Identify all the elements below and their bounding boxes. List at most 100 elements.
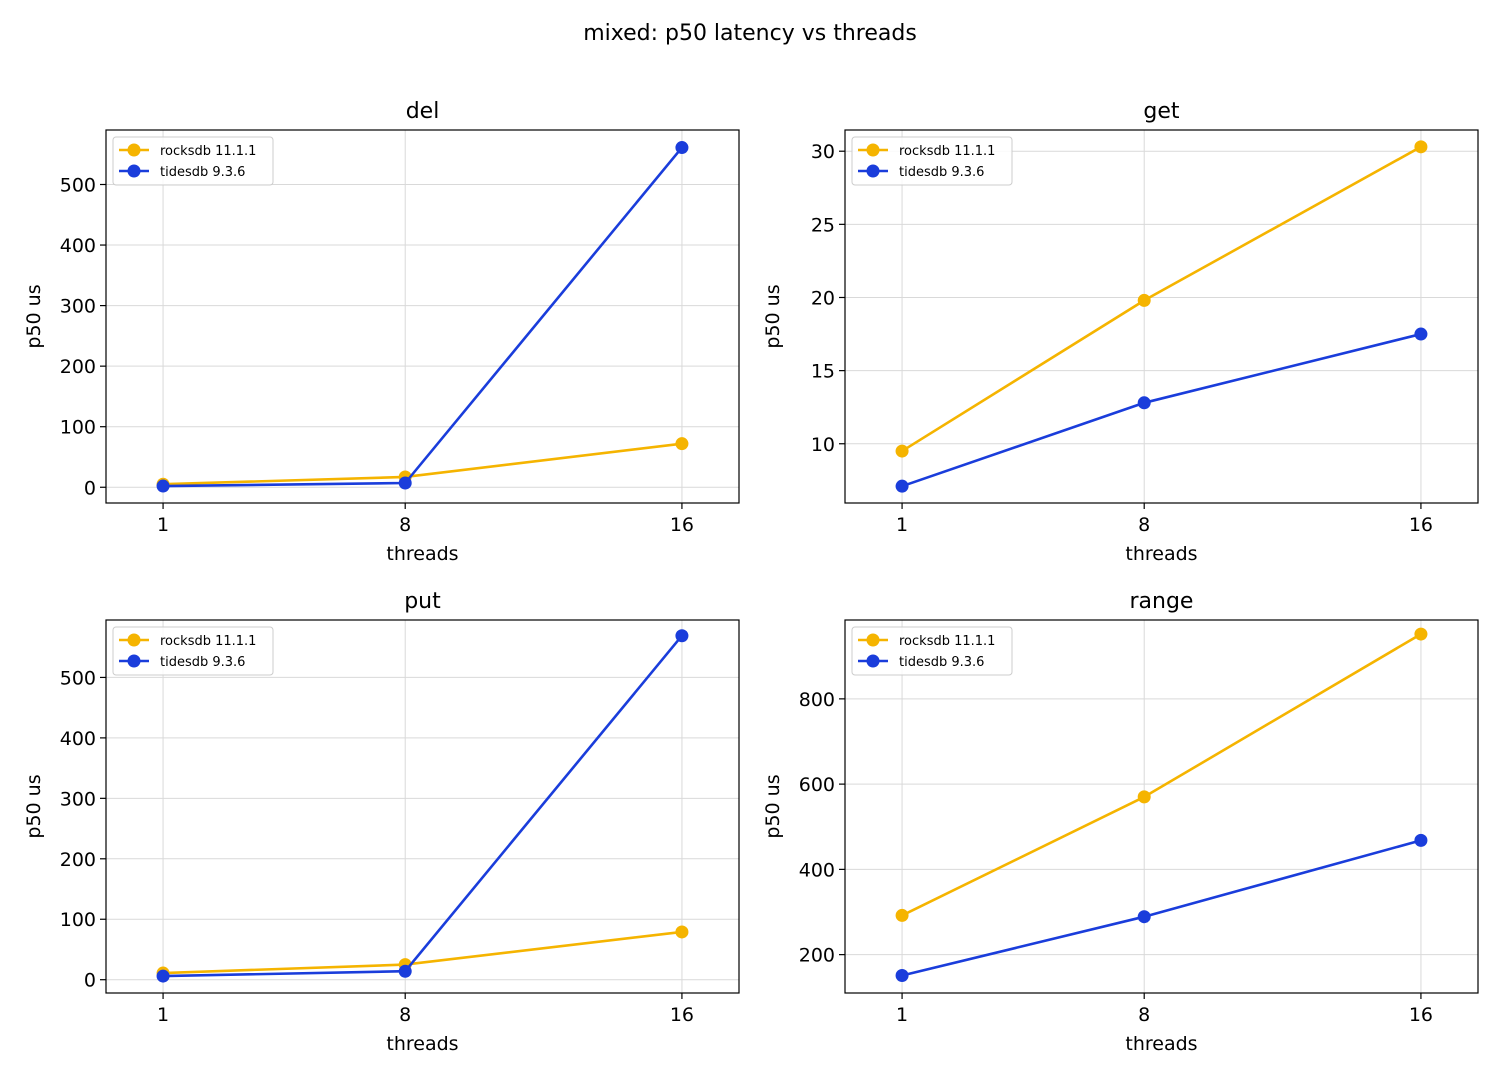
subplot-title: get <box>1143 99 1180 124</box>
x-tick-label: 1 <box>157 1004 169 1026</box>
figure-title: mixed: p50 latency vs threads <box>583 21 917 46</box>
plot-area-frame <box>105 619 740 994</box>
x-tick-label: 1 <box>896 1004 908 1026</box>
legend-swatch-marker <box>127 633 141 647</box>
legend-label: rocksdb 11.1.1 <box>899 144 995 159</box>
y-axis-label: p50 us <box>23 774 45 838</box>
data-point <box>398 476 412 490</box>
legend-box <box>851 626 1013 676</box>
y-tick-label: 30 <box>811 141 835 163</box>
x-tick-label: 16 <box>1409 514 1433 536</box>
y-axis-label: p50 us <box>762 284 784 348</box>
plot-area-frame <box>844 619 1479 994</box>
data-point <box>675 629 689 643</box>
data-point <box>156 479 170 493</box>
data-point <box>895 908 909 922</box>
data-point <box>1137 293 1151 307</box>
legend-swatch-marker <box>866 143 880 157</box>
x-axis-label: threads <box>1125 1033 1197 1055</box>
legend-swatch-marker <box>866 164 880 178</box>
legend-label: tidesdb 9.3.6 <box>160 655 245 670</box>
data-point <box>1414 140 1428 154</box>
legend: rocksdb 11.1.1 tidesdb 9.3.6 <box>112 626 274 676</box>
legend-box <box>851 136 1013 186</box>
subplot-title: range <box>1130 589 1194 614</box>
legend-swatch-marker <box>127 654 141 668</box>
legend-swatch-marker <box>866 633 880 647</box>
y-tick-label: 500 <box>60 667 96 689</box>
x-tick-label: 16 <box>1409 1004 1433 1026</box>
x-tick-label: 8 <box>1138 1004 1150 1026</box>
data-point <box>1137 396 1151 410</box>
legend: rocksdb 11.1.1 tidesdb 9.3.6 <box>851 626 1013 676</box>
data-point <box>1137 790 1151 804</box>
subplot-range: range 1 8 16 200 400 600 800 threads p50 us rocksd… <box>762 589 1479 1055</box>
legend: rocksdb 11.1.1 tidesdb 9.3.6 <box>851 136 1013 186</box>
series-line <box>901 839 1422 977</box>
subplot-title: del <box>406 99 440 124</box>
x-tick-label: 8 <box>1138 514 1150 536</box>
x-tick-label: 1 <box>896 514 908 536</box>
series-rocksdb-11-1-1 <box>895 140 1428 458</box>
series-rocksdb-11-1-1 <box>895 627 1428 922</box>
series-line <box>163 634 683 978</box>
data-point <box>398 964 412 978</box>
legend-label: rocksdb 11.1.1 <box>899 634 995 649</box>
x-tick-label: 1 <box>157 514 169 536</box>
series-line <box>163 930 683 975</box>
y-tick-label: 0 <box>84 477 96 499</box>
legend-box <box>112 626 274 676</box>
x-tick-label: 16 <box>670 1004 694 1026</box>
legend-label: rocksdb 11.1.1 <box>160 634 256 649</box>
series-tidesdb-9-3-6 <box>895 327 1428 493</box>
data-point <box>895 479 909 493</box>
y-tick-label: 400 <box>60 235 96 257</box>
data-point <box>1414 327 1428 341</box>
legend-swatch-marker <box>127 164 141 178</box>
y-tick-label: 20 <box>811 287 835 309</box>
y-tick-label: 15 <box>811 361 835 383</box>
x-tick-label: 16 <box>670 514 694 536</box>
y-axis-label: p50 us <box>762 774 784 838</box>
legend-label: tidesdb 9.3.6 <box>899 655 984 670</box>
plot-area-frame <box>844 129 1479 504</box>
series-line <box>901 332 1422 488</box>
x-axis-label: threads <box>1125 543 1197 565</box>
series-tidesdb-9-3-6 <box>895 833 1428 983</box>
subplot-get: get 1 8 16 10 15 20 25 30 threads p50 us rocksdb 11… <box>762 99 1479 565</box>
data-point <box>895 969 909 983</box>
legend-box <box>112 136 274 186</box>
data-point <box>1414 833 1428 847</box>
data-point <box>675 141 689 155</box>
legend-label: rocksdb 11.1.1 <box>160 144 256 159</box>
legend-swatch-marker <box>127 143 141 157</box>
x-tick-label: 8 <box>399 1004 411 1026</box>
x-axis-label: threads <box>386 1033 458 1055</box>
legend-label: tidesdb 9.3.6 <box>899 165 984 180</box>
y-tick-label: 400 <box>60 728 96 750</box>
legend-swatch-marker <box>866 654 880 668</box>
data-point <box>675 437 689 451</box>
y-tick-label: 300 <box>60 296 96 318</box>
subplot-del: del 1 8 16 0 100 200 300 400 500 threads p50 us rock… <box>23 99 740 565</box>
data-point <box>895 444 909 458</box>
y-axis-label: p50 us <box>23 284 45 348</box>
y-tick-label: 10 <box>811 434 835 456</box>
series-line <box>901 145 1422 453</box>
subplot-put: put 1 8 16 0 100 200 300 400 500 threads p50 us rock… <box>23 589 740 1055</box>
series-rocksdb-11-1-1 <box>156 925 689 980</box>
legend: rocksdb 11.1.1 tidesdb 9.3.6 <box>112 136 274 186</box>
y-tick-label: 400 <box>799 859 835 881</box>
data-point <box>156 969 170 983</box>
y-tick-label: 100 <box>60 909 96 931</box>
series-line <box>901 632 1422 917</box>
y-tick-label: 200 <box>60 849 96 871</box>
y-tick-label: 0 <box>84 970 96 992</box>
y-tick-label: 200 <box>799 945 835 967</box>
y-tick-label: 200 <box>60 356 96 378</box>
x-axis-label: threads <box>386 543 458 565</box>
series-tidesdb-9-3-6 <box>156 629 689 983</box>
y-tick-label: 25 <box>811 214 835 236</box>
